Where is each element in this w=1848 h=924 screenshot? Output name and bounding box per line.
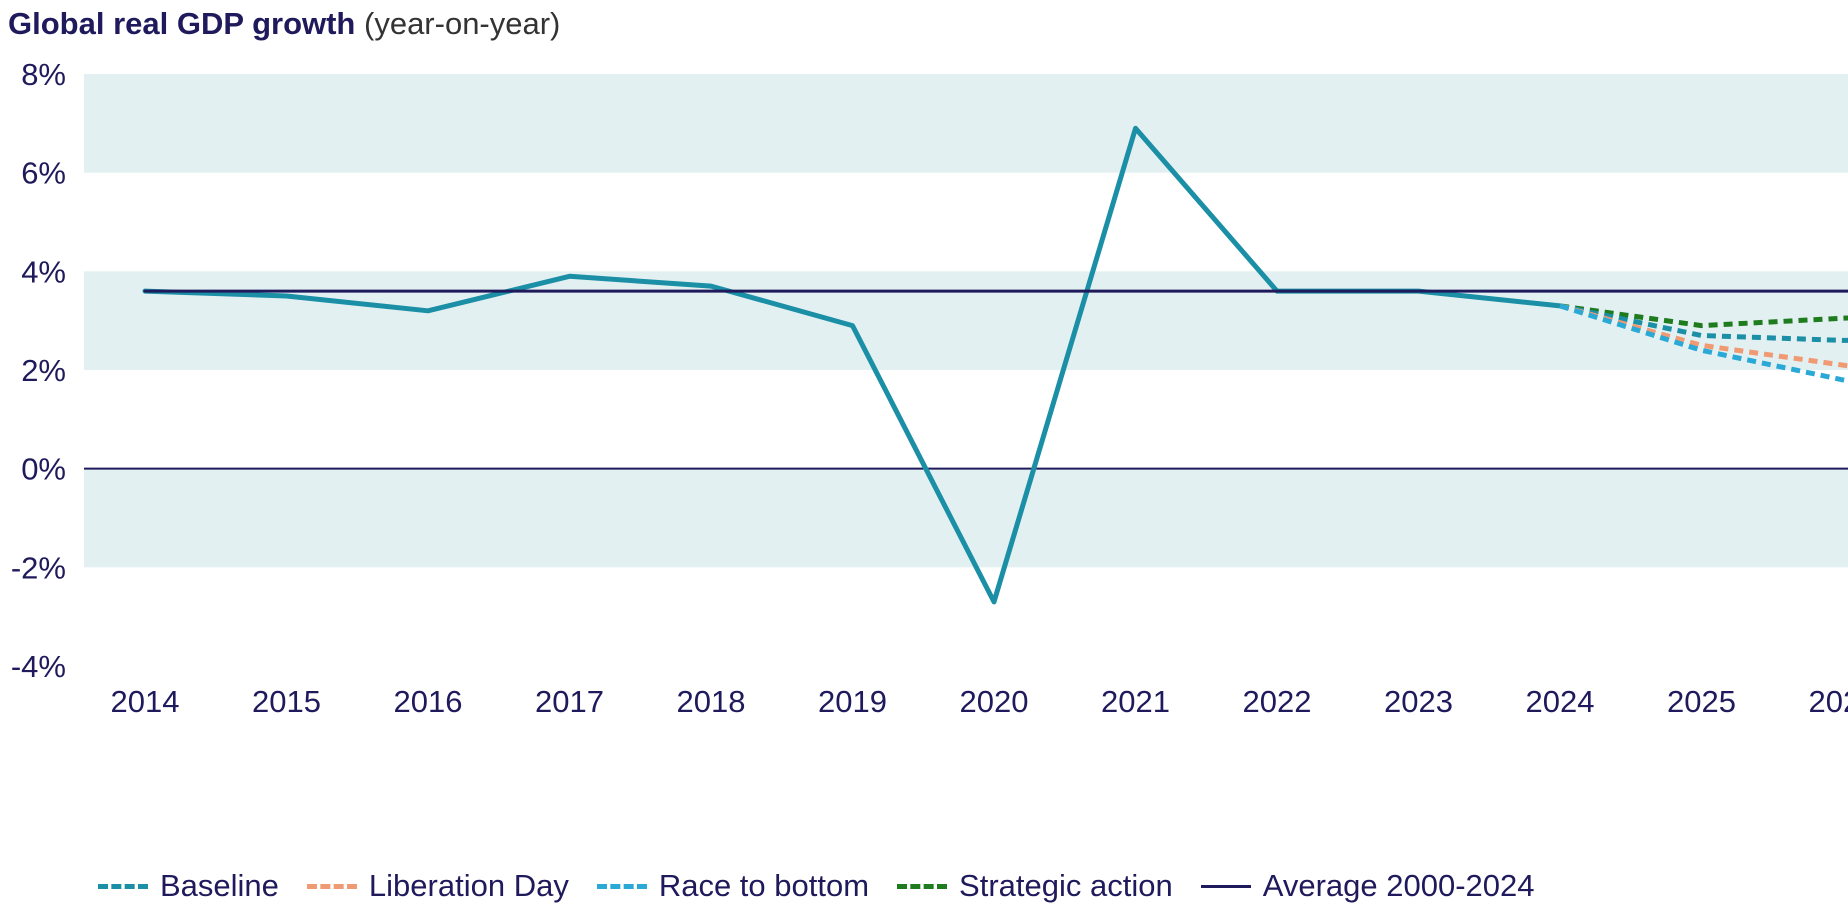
legend-item: Baseline: [98, 868, 279, 904]
chart-legend: Baseline Liberation Day Race to bottom Stra…: [98, 862, 1562, 910]
legend-label: Baseline: [160, 868, 279, 903]
legend-label: Average 2000-2024: [1262, 868, 1535, 903]
legend-swatch: [596, 883, 647, 889]
legend-item: Strategic action: [897, 868, 1173, 904]
x-tick-label: 2020: [960, 684, 1029, 719]
x-tick-label: 2015: [252, 684, 321, 719]
legend-label: Strategic action: [959, 868, 1173, 903]
y-tick-label: -2%: [11, 550, 66, 585]
x-tick-label: 2025: [1667, 684, 1736, 719]
x-tick-label: 2024: [1526, 684, 1595, 719]
x-tick-label: 2019: [818, 684, 887, 719]
legend-swatch: [897, 883, 948, 889]
chart-title-sub: (year-on-year): [364, 6, 561, 41]
y-tick-label: 6%: [21, 156, 66, 191]
series-line-strategic-action: [1559, 303, 1848, 329]
y-tick-label: 2%: [21, 353, 66, 388]
x-tick-label: 2017: [535, 684, 604, 719]
chart-title-main: Global real GDP growth: [8, 6, 356, 41]
x-tick-label: 2021: [1101, 684, 1170, 719]
line-chart: 8% 6% 4% 2% 0% -2% -4% 2014 2015 2016 2017 2018 2019…: [11, 57, 1848, 719]
series-line-baseline: [1559, 303, 1848, 343]
legend-item: Liberation Day: [306, 868, 569, 904]
y-tick-label: 4%: [21, 254, 66, 289]
y-tick-label: 0%: [21, 452, 66, 487]
x-tick-label: 2014: [111, 684, 180, 719]
grid-band-1: [84, 271, 1848, 370]
series-line-liberation-day: [1559, 303, 1848, 369]
x-tick-label: 2022: [1243, 684, 1312, 719]
legend-swatch: [306, 883, 357, 889]
y-tick-label: -4%: [11, 649, 66, 684]
legend-item: Race to bottom: [596, 868, 870, 904]
legend-swatch: [1200, 884, 1251, 888]
y-tick-label: 8%: [21, 57, 66, 92]
x-tick-label: 2023: [1384, 684, 1453, 719]
x-tick-label: 2016: [394, 684, 463, 719]
x-tick-label: 2026: [1809, 684, 1848, 719]
grid-band-0: [84, 74, 1848, 173]
legend-item: Average 2000-2024: [1200, 868, 1535, 904]
legend-label: Liberation Day: [368, 868, 569, 903]
legend-label: Race to bottom: [658, 868, 870, 903]
legend-swatch: [98, 883, 148, 889]
x-tick-label: 2018: [677, 684, 746, 719]
chart-title: Global real GDP growth (year-on-year): [8, 6, 560, 42]
